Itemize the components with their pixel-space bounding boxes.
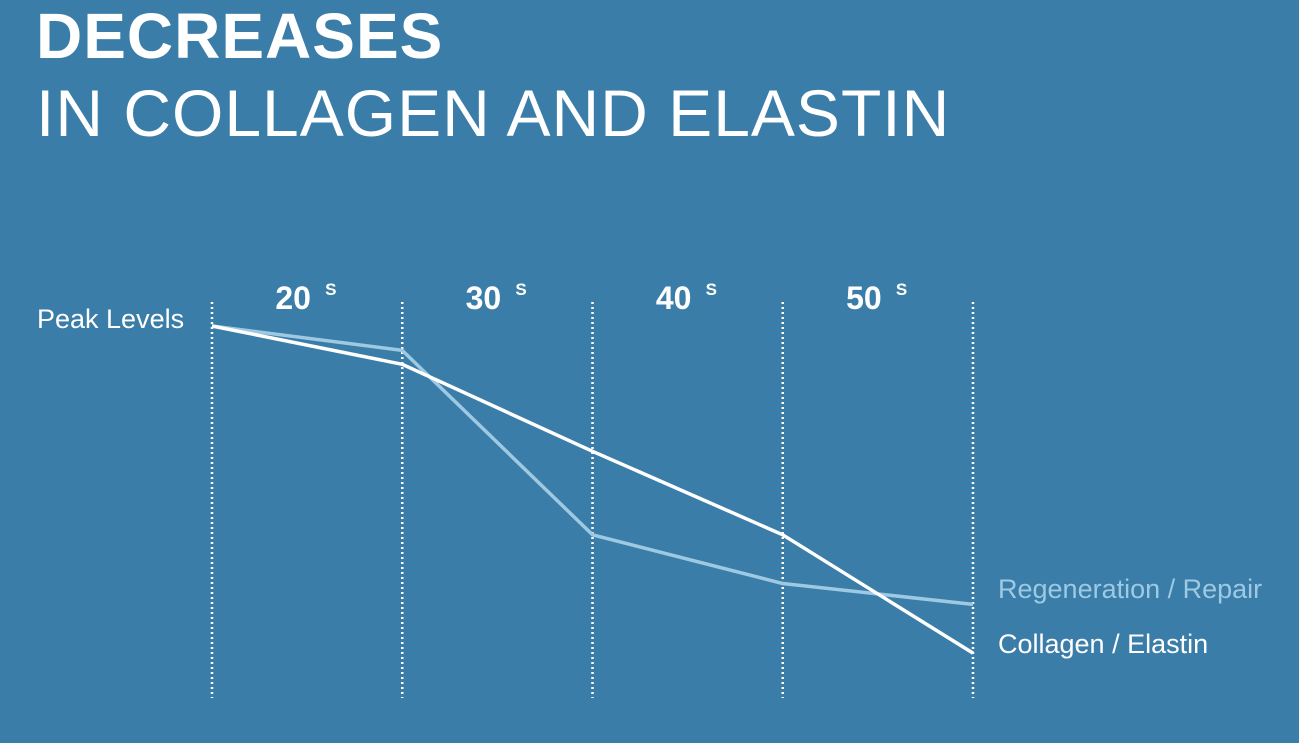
decade-label-suffix: S [706, 280, 717, 299]
y-axis-label-peak-levels: Peak Levels [37, 304, 184, 334]
decade-labels: 20 S 30 S 40 S 50 S [275, 280, 907, 316]
series-label-collagen-elastin: Collagen / Elastin [998, 629, 1208, 659]
series-line-regeneration-repair [211, 324, 974, 607]
page-subtitle: IN COLLAGEN AND ELASTIN [36, 76, 951, 150]
series-label-regeneration-repair: Regeneration / Repair [998, 574, 1262, 604]
series-line-collagen-elastin [211, 324, 974, 655]
series-lines [211, 324, 974, 655]
decade-label-suffix: S [515, 280, 526, 299]
decade-label-50: 50 [846, 280, 882, 316]
decade-label-suffix: S [896, 280, 907, 299]
decade-label-30: 30 [466, 280, 502, 316]
decade-label-40: 40 [656, 280, 692, 316]
series-labels: Regeneration / Repair Collagen / Elastin [998, 574, 1262, 659]
grid-lines [210, 302, 975, 698]
decade-label-suffix: S [325, 280, 336, 299]
page-title: DECREASES [36, 0, 444, 72]
decade-label-20: 20 [275, 280, 311, 316]
